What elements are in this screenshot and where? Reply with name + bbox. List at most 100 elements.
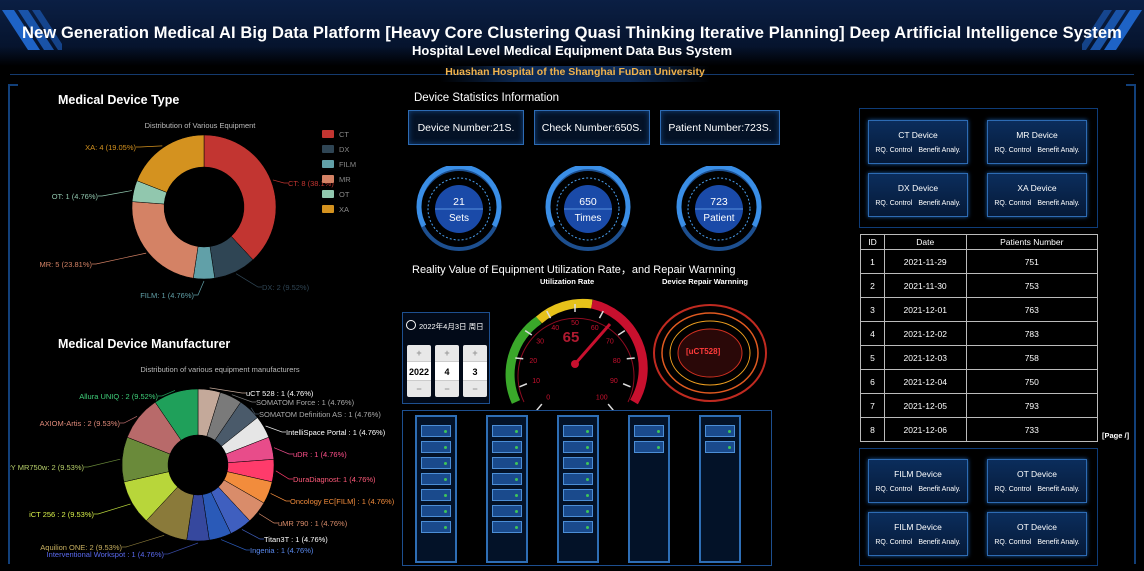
utilization-title: Reality Value of Equipment Utilization R… xyxy=(412,264,736,276)
legend-label[interactable]: OT xyxy=(339,190,350,199)
benefit-analysis-link[interactable]: Benefit Analy. xyxy=(918,486,961,493)
year-spinner[interactable]: + 2022 − xyxy=(407,345,431,397)
sets-value: 21 xyxy=(453,196,465,208)
gauge-tick xyxy=(536,403,543,410)
hospital-name: Huashan Hospital of the Shanghai FuDan U… xyxy=(440,66,710,82)
label-leader-line xyxy=(272,179,288,184)
label-leader-line xyxy=(94,503,131,515)
table-cell: 751 xyxy=(965,249,1099,274)
benefit-analysis-link[interactable]: Benefit Analy. xyxy=(918,539,961,546)
month-minus-button[interactable]: − xyxy=(444,384,450,394)
legend-label[interactable]: FILM xyxy=(339,160,356,169)
ot-device-button[interactable]: OT Device RQ. Control Benefit Analy. xyxy=(987,512,1087,556)
rq-control-link[interactable]: RQ. Control xyxy=(875,539,913,546)
device-name: OT Device xyxy=(1017,522,1057,532)
benefit-analysis-link[interactable]: Benefit Analy. xyxy=(1037,486,1080,493)
gauge-tick-label: 70 xyxy=(606,339,614,346)
day-plus-button[interactable]: + xyxy=(472,348,478,358)
rq-control-link[interactable]: RQ. Control xyxy=(994,486,1032,493)
pagination-link[interactable]: [Page /] xyxy=(1102,431,1130,440)
column-header: ID xyxy=(860,234,885,250)
label-leader-line xyxy=(164,542,199,555)
table-cell: 1 xyxy=(860,249,885,274)
day-minus-button[interactable]: − xyxy=(472,384,478,394)
xa-device-button[interactable]: XA Device RQ. Control Benefit Analy. xyxy=(987,173,1087,217)
table-row: 2 2021-11-30 753 xyxy=(860,273,1099,298)
clock-icon xyxy=(406,320,416,330)
slice-label: DX: 2 (9.52%) xyxy=(262,283,310,292)
legend-swatch[interactable] xyxy=(322,175,334,183)
server-rack-icon xyxy=(415,415,457,563)
server-rack-icon xyxy=(486,415,528,563)
patient-unit: Patient xyxy=(703,213,735,224)
rq-control-link[interactable]: RQ. Control xyxy=(875,147,913,154)
slice-label: FILM: 1 (4.76%) xyxy=(140,291,194,300)
month-value: 4 xyxy=(435,361,459,381)
benefit-analysis-link[interactable]: Benefit Analy. xyxy=(918,200,961,207)
ct-device-button[interactable]: CT Device RQ. Control Benefit Analy. xyxy=(868,120,968,164)
rq-control-link[interactable]: RQ. Control xyxy=(994,539,1032,546)
network-switch-icon xyxy=(699,415,741,563)
table-cell: 2021-12-01 xyxy=(883,297,967,322)
rq-control-link[interactable]: RQ. Control xyxy=(994,200,1032,207)
legend-swatch[interactable] xyxy=(322,190,334,198)
film-device-button[interactable]: FILM Device RQ. Control Benefit Analy. xyxy=(868,512,968,556)
label-leader-line xyxy=(220,539,250,551)
rq-control-link[interactable]: RQ. Control xyxy=(994,147,1032,154)
ot-device-button[interactable]: OT Device RQ. Control Benefit Analy. xyxy=(987,459,1087,503)
gauge-tick-label: 50 xyxy=(571,320,579,327)
column-header: Patients Number xyxy=(965,234,1099,250)
table-row: 4 2021-12-02 783 xyxy=(860,321,1099,346)
film-device-button[interactable]: FILM Device RQ. Control Benefit Analy. xyxy=(868,459,968,503)
pie-slice[interactable] xyxy=(131,201,199,279)
gauge-tick xyxy=(617,329,626,336)
pie-slice[interactable] xyxy=(203,134,277,261)
mr-device-button[interactable]: MR Device RQ. Control Benefit Analy. xyxy=(987,120,1087,164)
slice-label: XA: 4 (19.05%) xyxy=(85,143,136,152)
benefit-analysis-link[interactable]: Benefit Analy. xyxy=(918,147,961,154)
sets-ring-icon xyxy=(416,166,502,251)
gauge-tick xyxy=(622,383,631,388)
slice-label: SOMATOM Definition AS : 1 (4.76%) xyxy=(259,410,381,419)
date-picker: 2022年4月3日 周日 + 2022 − + 4 − + 3 − xyxy=(402,312,490,404)
table-cell: 2021-12-05 xyxy=(883,393,967,418)
gauge-tick-label: 80 xyxy=(613,358,621,365)
table-row: 7 2021-12-05 793 xyxy=(860,393,1099,418)
label-leader-line xyxy=(231,394,256,403)
gauge-tick-label: 90 xyxy=(610,378,618,385)
legend-label[interactable]: XA xyxy=(339,205,349,214)
benefit-analysis-link[interactable]: Benefit Analy. xyxy=(1037,539,1080,546)
legend-label[interactable]: DX xyxy=(339,145,349,154)
year-minus-button[interactable]: − xyxy=(416,384,422,394)
pie-slice[interactable] xyxy=(136,134,205,193)
day-spinner[interactable]: + 3 − xyxy=(463,345,487,397)
month-plus-button[interactable]: + xyxy=(444,348,450,358)
gauge-title: Utilization Rate xyxy=(540,277,595,286)
device-panel-bottom xyxy=(859,448,1098,566)
legend-swatch[interactable] xyxy=(322,160,334,168)
legend-label[interactable]: MR xyxy=(339,175,351,184)
legend-swatch[interactable] xyxy=(322,205,334,213)
dx-device-button[interactable]: DX Device RQ. Control Benefit Analy. xyxy=(868,173,968,217)
page-subtitle: Hospital Level Medical Equipment Data Bu… xyxy=(411,43,733,58)
repair-device-label: [uCT528] xyxy=(686,347,721,356)
label-leader-line xyxy=(209,387,246,394)
benefit-analysis-link[interactable]: Benefit Analy. xyxy=(1037,147,1080,154)
check-number-box: Check Number:650S. xyxy=(534,110,650,145)
rq-control-link[interactable]: RQ. Control xyxy=(875,486,913,493)
benefit-analysis-link[interactable]: Benefit Analy. xyxy=(1037,200,1080,207)
patients-table: ID Date Patients Number 1 2021-11-29 751 2… xyxy=(860,234,1099,442)
pie-slice[interactable] xyxy=(154,388,199,441)
legend-label[interactable]: CT xyxy=(339,130,349,139)
slice-label: DuraDiagnost: 1 (4.76%) xyxy=(293,475,376,484)
legend-swatch[interactable] xyxy=(322,145,334,153)
slice-label: COVERY MR750w: 2 (9.53%) xyxy=(10,463,85,472)
rq-control-link[interactable]: RQ. Control xyxy=(875,200,913,207)
manufacturer-title: Medical Device Manufacturer xyxy=(58,337,231,351)
table-row: 3 2021-12-01 763 xyxy=(860,297,1099,322)
legend-swatch[interactable] xyxy=(322,130,334,138)
device-name: MR Device xyxy=(1016,130,1058,140)
year-plus-button[interactable]: + xyxy=(416,348,422,358)
month-spinner[interactable]: + 4 − xyxy=(435,345,459,397)
table-cell: 733 xyxy=(965,417,1099,442)
